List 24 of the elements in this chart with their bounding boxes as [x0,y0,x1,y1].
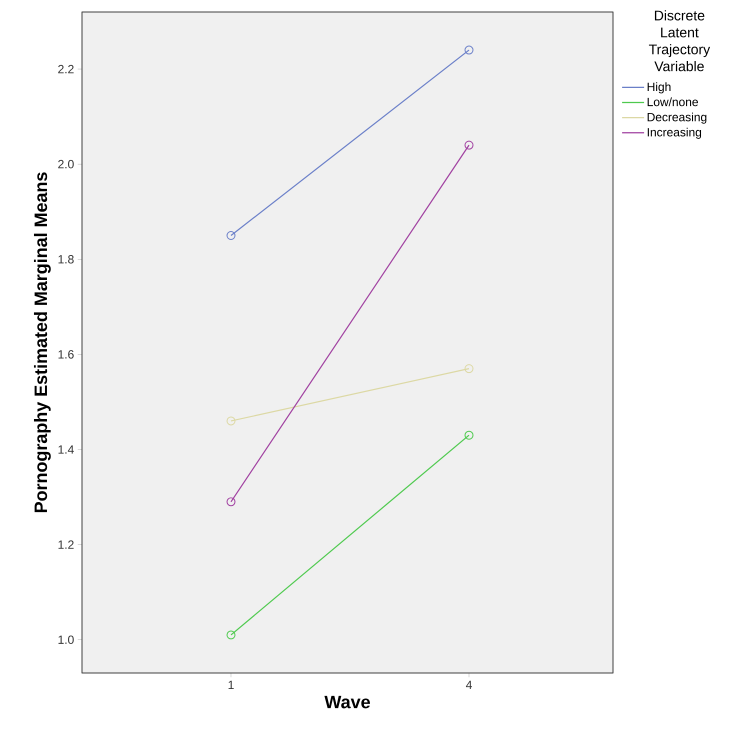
y-tick-label: 1.6 [58,350,74,359]
y-tick-label: 2.2 [58,64,74,74]
point [464,364,474,374]
y-tick-label: 1.8 [58,255,74,264]
point [464,46,474,55]
legend-label: Increasing [648,128,702,139]
y-tick-label: 2.0 [58,160,74,168]
x-axis-title: Wave [324,696,370,708]
y-tick-label: 1.4 [58,445,74,454]
point [226,231,236,240]
y-axis-title: Pornography Estimated Marginal Means [34,172,51,512]
point [226,416,236,426]
legend-label: High [648,82,670,94]
y-tick-label: 1.2 [58,540,74,549]
point [464,430,474,440]
x-tick-label: 4 [466,680,472,689]
legend-label: Low/none [648,97,698,106]
y-tick-label: 1.0 [58,635,74,644]
point [464,140,474,150]
point [226,497,236,506]
x-tick-label: 1 [228,680,234,689]
legend-title: Discrete Latent Trajectory Variable [648,10,710,72]
legend-label: Decreasing [648,112,706,124]
point [226,630,236,640]
